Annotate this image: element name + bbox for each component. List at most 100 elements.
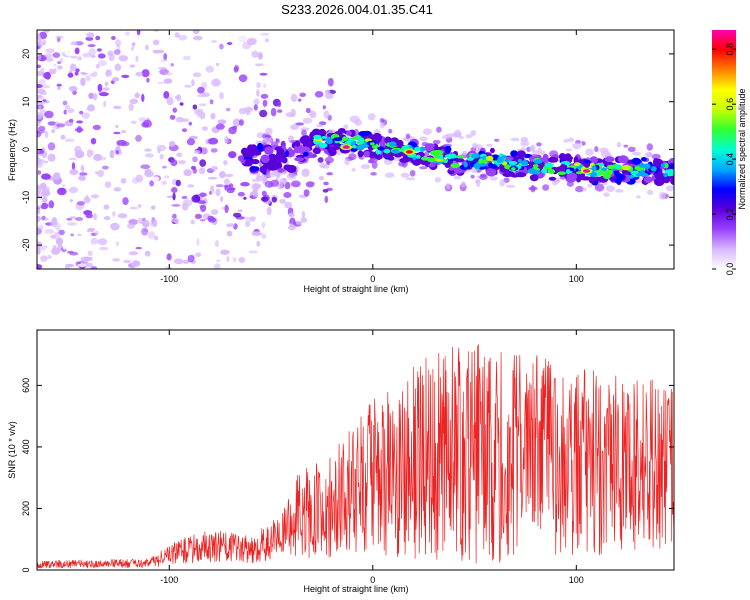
heatmap-cell [251,183,260,191]
heatmap-cell [226,42,233,45]
heatmap-peak [583,169,590,173]
heatmap-cell [651,153,661,160]
heatmap-cell [43,30,50,33]
heatmap-cell [39,149,45,154]
heatmap-cell [436,126,442,133]
heatmap-cell [284,181,291,190]
heatmap-cell [85,75,91,82]
heatmap-cell [52,245,57,249]
heatmap-cell [286,173,297,180]
heatmap-cell [78,175,87,181]
heatmap-cell [135,246,142,250]
heatmap-cell [135,174,143,183]
heatmap-cell [536,142,542,147]
heatmap-cell [615,164,622,168]
heatmap-cell [171,207,179,216]
heatmap-cell [251,50,259,58]
heatmap-cell [580,176,591,181]
heatmap-cell [37,121,41,127]
heatmap-cell [190,219,195,225]
heatmap-cell [228,135,238,140]
heatmap-cell [87,250,93,256]
heatmap-cell [454,157,465,163]
heatmap-cell [267,165,279,171]
heatmap-cell [163,91,170,99]
heatmap-cell [234,64,239,72]
heatmap-cell [383,148,391,154]
heatmap-cell [494,138,500,142]
snr-panel: -100 0 100 0 200 400 600 Height of straight l… [7,329,675,594]
heatmap-cell [210,185,215,194]
heatmap-cell [384,136,392,145]
heatmap-cell [115,241,120,246]
heatmap-cell [416,154,421,159]
heatmap-cell [244,159,253,167]
heatmap-cell [59,58,64,63]
heatmap-cell [145,153,154,158]
heatmap-cell [511,167,516,171]
heatmap-cell [105,226,112,231]
heatmap-cell [70,55,78,59]
heatmap-cell [160,121,170,127]
heatmap-cell [92,93,98,101]
spectrogram-y-label: Frequency (Hz) [7,119,17,181]
heatmap-cell [129,64,135,68]
heatmap-cell [182,259,190,264]
heatmap-cell [392,149,400,154]
heatmap-cell [313,134,322,140]
heatmap-cell [660,163,666,168]
heatmap-cell [564,153,572,161]
heatmap-cell [303,189,310,197]
heatmap-cell [260,32,270,36]
heatmap-cell [224,185,229,191]
heatmap-cell [160,59,168,62]
heatmap-cell [295,122,304,126]
heatmap-cell [517,158,522,163]
heatmap-cell [214,240,219,248]
heatmap-cell [628,174,635,179]
heatmap-cell [581,141,586,146]
heatmap-cell [48,200,55,209]
heatmap-cell [84,67,95,74]
heatmap-cell [37,161,44,168]
heatmap-cell [122,197,129,206]
heatmap-cell [170,159,178,167]
heatmap-cell [323,110,330,119]
heatmap-cell [99,92,109,97]
heatmap-cell [640,157,647,162]
heatmap-cell [84,164,94,170]
heatmap-cell [37,241,43,248]
heatmap-cell [565,148,573,152]
heatmap-cell [152,39,160,46]
heatmap-cell [264,38,270,43]
heatmap-cell [147,231,156,239]
heatmap-cell [183,169,192,177]
heatmap-cell [532,169,541,175]
heatmap-cell [226,256,230,262]
heatmap-cell [163,78,173,84]
heatmap-cell [49,67,57,75]
heatmap-cell [37,186,42,194]
heatmap-cell [483,159,488,165]
heatmap-cell [86,149,93,158]
heatmap-cell [60,134,66,140]
heatmap-cell [69,169,79,176]
heatmap-cell [253,104,258,111]
heatmap-cell [88,92,95,99]
heatmap-cell [259,72,268,76]
heatmap-cell [112,77,120,82]
heatmap-cell [199,159,207,167]
heatmap-cell [74,71,79,76]
heatmap-cell [453,175,462,180]
heatmap-cell [472,142,478,149]
heatmap-cell [57,187,67,196]
heatmap-cell [270,107,277,117]
heatmap-cell [403,144,408,151]
heatmap-cell [479,174,488,180]
heatmap-cell [37,94,42,99]
snr-frame [36,329,675,571]
heatmap-cell [42,196,48,203]
heatmap-cell [37,170,42,175]
heatmap-cell [584,159,591,164]
heatmap-cell [668,163,674,169]
